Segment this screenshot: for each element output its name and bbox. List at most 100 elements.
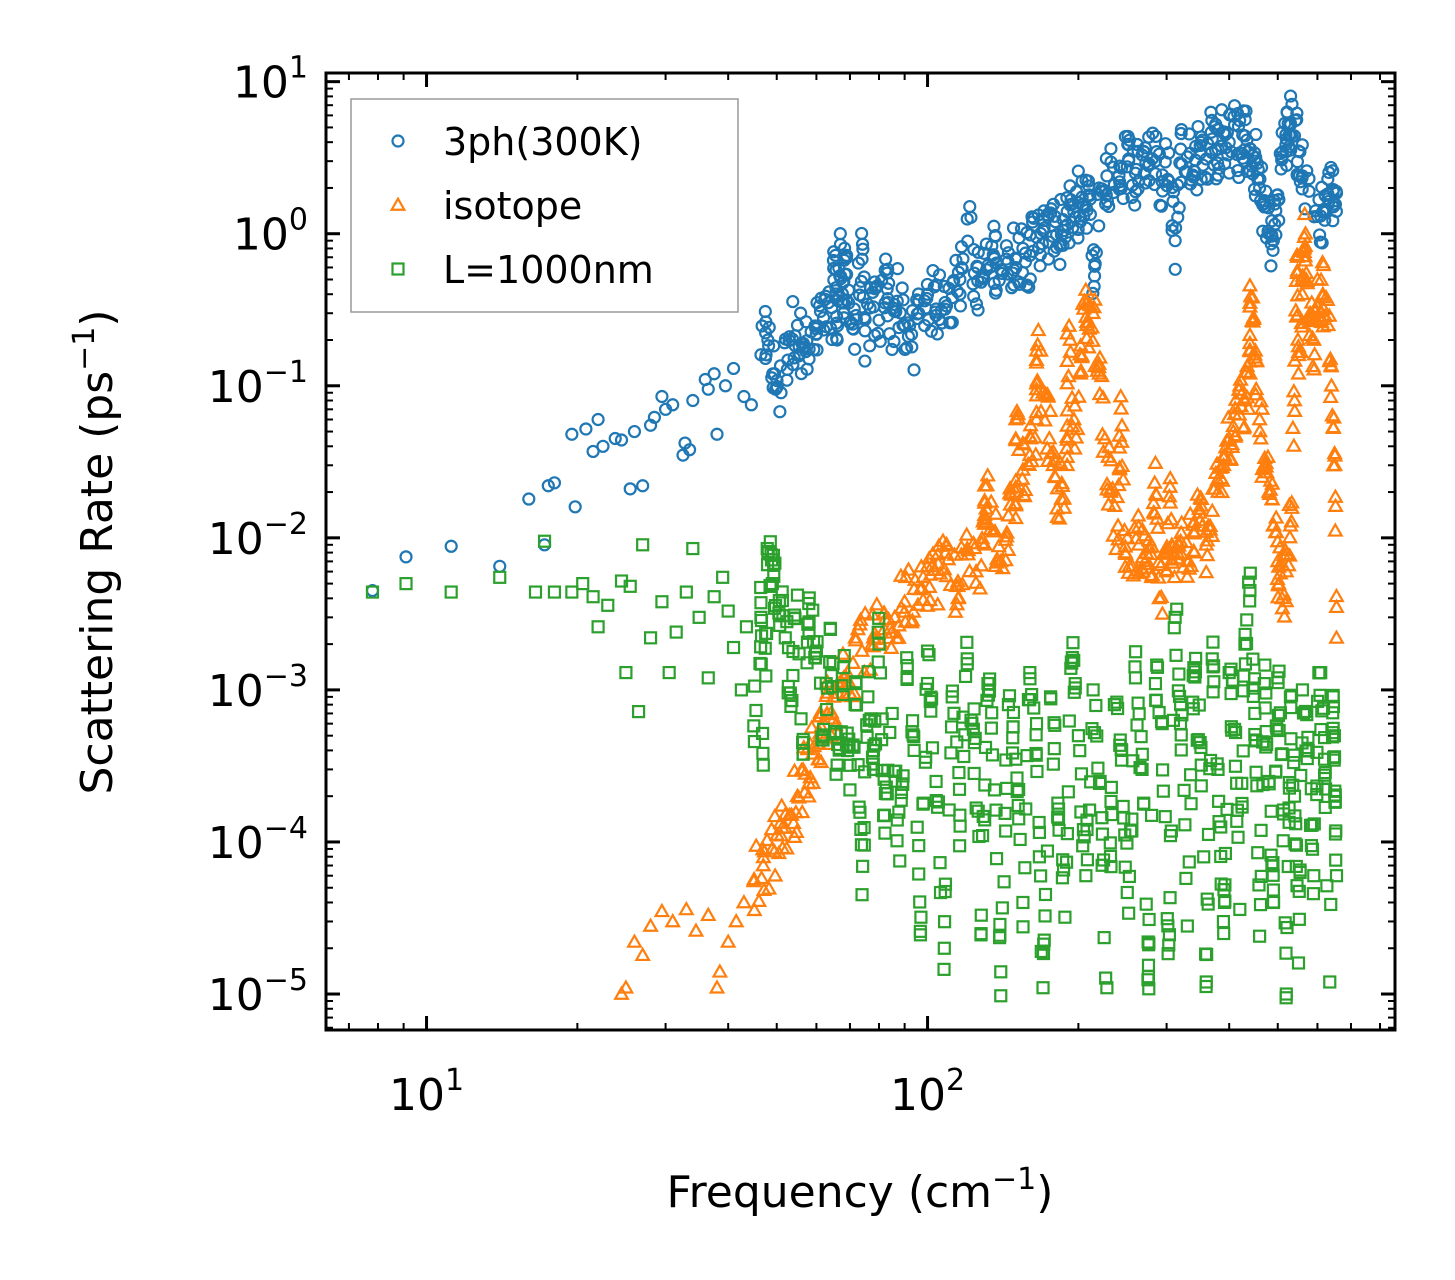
data-point: [868, 275, 882, 289]
data-point: [647, 410, 662, 424]
data-point: [1055, 871, 1070, 885]
data-point: [1025, 210, 1039, 224]
data-point: [1174, 743, 1188, 757]
data-point: [953, 839, 967, 853]
data-point: [1210, 757, 1224, 771]
data-point: [855, 237, 870, 251]
data-point: [998, 806, 1012, 820]
data-point: [1296, 247, 1314, 263]
data-point: [1122, 869, 1136, 884]
data-point: [1279, 946, 1293, 960]
data-point: [1241, 298, 1259, 313]
data-point: [1289, 287, 1306, 302]
data-point: [1080, 822, 1094, 837]
data-point: [1097, 931, 1111, 945]
data-point: [755, 848, 772, 864]
y-tick-label: 10−1: [208, 355, 308, 413]
data-point: [686, 393, 700, 408]
data-point: [1072, 337, 1089, 352]
data-point: [1071, 222, 1085, 237]
data-point: [1083, 207, 1097, 221]
data-point: [1016, 895, 1030, 910]
data-point: [857, 270, 871, 284]
data-point: [1222, 665, 1236, 680]
data-point: [857, 838, 871, 852]
data-point: [591, 620, 605, 634]
data-point: [1104, 480, 1121, 495]
data-point: [978, 778, 992, 792]
data-point: [1252, 430, 1270, 445]
data-point: [1290, 346, 1307, 362]
data-point: [1223, 435, 1241, 451]
data-point: [749, 703, 763, 718]
data-point: [1204, 502, 1221, 517]
data-point: [1284, 688, 1299, 702]
data-point: [1111, 459, 1128, 474]
data-point: [953, 819, 967, 833]
data-point: [711, 963, 729, 978]
data-point: [1271, 676, 1285, 690]
data-point: [815, 730, 829, 744]
data-point: [1060, 367, 1077, 383]
data-point: [1118, 860, 1132, 874]
data-point: [969, 297, 984, 311]
x-tick-label-exp: 2: [946, 1063, 965, 1098]
data-point: [994, 989, 1008, 1003]
data-point: [1122, 906, 1136, 920]
data-point: [547, 476, 562, 490]
data-point: [919, 557, 936, 573]
data-point: [1128, 198, 1142, 212]
data-point: [1142, 912, 1156, 927]
data-point: [1085, 298, 1103, 314]
data-point: [576, 577, 590, 591]
data-point: [929, 596, 946, 611]
data-point: [873, 666, 888, 680]
data-point: [1236, 744, 1250, 758]
data-point: [1222, 451, 1239, 466]
data-point: [938, 295, 952, 310]
data-point: [1285, 382, 1303, 398]
data-point: [947, 706, 961, 720]
data-point: [1046, 757, 1060, 771]
data-point: [848, 342, 862, 356]
data-point: [1106, 497, 1123, 513]
data-point: [1095, 811, 1109, 825]
x-tick-label-exp: 1: [445, 1063, 464, 1098]
data-point: [1289, 113, 1303, 128]
data-point: [1154, 605, 1171, 620]
data-point: [1077, 281, 1095, 296]
data-point: [977, 246, 991, 260]
data-point: [601, 598, 615, 612]
data-point: [1120, 160, 1134, 174]
data-point: [1135, 762, 1149, 777]
data-point: [787, 611, 801, 626]
y-tick-label-base: 10: [208, 514, 264, 565]
x-tick-label-base: 10: [389, 1070, 445, 1121]
data-point: [1296, 706, 1311, 720]
data-point: [930, 327, 944, 341]
data-point: [868, 596, 886, 611]
data-point: [1182, 855, 1196, 869]
data-point: [999, 753, 1013, 767]
data-point: [1179, 568, 1196, 583]
data-point: [568, 500, 582, 514]
data-point: [1247, 672, 1262, 686]
data-point: [937, 941, 951, 955]
data-point: [976, 510, 993, 525]
data-point: [880, 282, 894, 296]
data-point: [626, 933, 643, 948]
data-point: [852, 800, 866, 814]
data-point: [987, 505, 1005, 520]
data-point: [1113, 417, 1131, 432]
data-point: [1161, 947, 1175, 961]
data-point: [1147, 454, 1164, 469]
data-point: [1249, 765, 1263, 779]
data-point: [1178, 818, 1192, 832]
data-point: [1154, 199, 1169, 213]
data-point: [1247, 380, 1265, 396]
data-point: [1269, 589, 1287, 604]
data-point: [1253, 898, 1268, 912]
data-point: [1320, 879, 1334, 893]
data-point: [1087, 726, 1102, 740]
